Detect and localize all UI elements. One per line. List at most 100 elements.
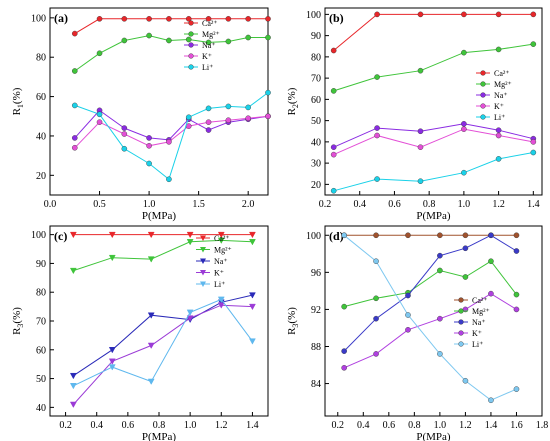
x-tick-label: 0.8: [153, 420, 166, 431]
data-point: [225, 117, 232, 123]
legend-label: Mg²⁺: [494, 80, 512, 89]
data-point: [225, 103, 232, 110]
data-point: [265, 16, 271, 22]
panel-c: 0.2 0.4 0.6 0.8 1.0 1.2 1.4 40 50 60 70 80 90 100 P(MP…: [11, 225, 269, 441]
y-tick-label: 100: [306, 231, 321, 242]
data-point: [249, 303, 256, 311]
data-point: [185, 16, 192, 22]
data-point: [205, 105, 212, 112]
x-axis-label: P(MPa): [142, 431, 177, 441]
data-point: [166, 16, 172, 22]
data-point: [530, 41, 537, 47]
x-tick-label: 1.0: [143, 199, 156, 210]
x-tick-label: 0.4: [353, 199, 366, 210]
data-point: [373, 295, 379, 302]
data-point: [147, 312, 155, 319]
data-point: [405, 327, 411, 333]
data-point: [185, 114, 192, 121]
data-point: [217, 231, 225, 239]
data-point: [217, 237, 225, 244]
x-tick-label: 2.0: [242, 199, 255, 210]
legend-label: Na⁺: [472, 318, 486, 327]
y-tick-label: 80: [36, 53, 46, 64]
data-point: [225, 38, 232, 45]
data-point: [513, 306, 520, 313]
y-tick-label: 88: [311, 342, 321, 353]
data-point: [495, 132, 502, 139]
data-point: [341, 232, 347, 239]
plot-frame: [324, 7, 543, 196]
y-axis-label: R3(%): [286, 307, 300, 335]
legend-marker: [188, 53, 194, 59]
x-tick-label: 0.2: [319, 199, 332, 210]
legend-marker: [200, 258, 206, 264]
data-point: [146, 16, 152, 22]
x-tick-label: 1.4: [485, 420, 498, 431]
panel-a: 0.0 0.5 1.0 1.5 2.0 20 40 60 80 100 P(MPa) R1(%) (a)…: [11, 7, 271, 222]
data-point: [108, 347, 116, 354]
series-line: [343, 293, 517, 369]
data-point: [249, 292, 256, 299]
y-tick-label: 90: [311, 31, 321, 42]
data-point: [374, 125, 380, 131]
data-point: [249, 231, 256, 239]
series-line: [73, 304, 253, 405]
y-tick-label: 40: [36, 131, 46, 142]
x-tick-label: 0.6: [122, 420, 135, 431]
data-point: [71, 144, 78, 151]
x-tick-label: 1.8: [536, 420, 549, 431]
y-tick-label: 70: [311, 74, 321, 85]
data-point: [330, 187, 337, 194]
legend-marker: [458, 330, 464, 336]
plot-frame: [49, 225, 269, 417]
data-point: [147, 378, 155, 385]
data-point: [205, 127, 212, 133]
data-point: [461, 11, 467, 18]
legend-marker: [188, 31, 194, 37]
data-point: [373, 351, 379, 357]
legend-marker: [188, 64, 194, 70]
legend-marker: [200, 247, 206, 253]
data-point: [245, 115, 251, 122]
legend-marker: [200, 270, 206, 276]
y-tick-label: 30: [311, 159, 321, 170]
y-tick-label: 80: [36, 288, 46, 299]
series-line: [73, 294, 253, 377]
legend-marker: [458, 319, 464, 325]
y-tick-label: 70: [36, 317, 46, 328]
x-tick-label: 1.6: [510, 420, 523, 431]
legend-label: Ca²⁺: [494, 69, 510, 78]
data-point: [217, 296, 225, 303]
legend-label: Li⁺: [214, 280, 225, 289]
data-point: [437, 252, 443, 259]
legend-label: Li⁺: [202, 63, 213, 72]
data-point: [265, 89, 271, 96]
data-point: [437, 315, 443, 322]
data-point: [147, 342, 155, 349]
data-point: [205, 39, 212, 46]
data-point: [205, 119, 212, 125]
data-point: [405, 292, 411, 299]
data-point: [461, 126, 467, 132]
data-point: [530, 139, 537, 145]
data-point: [461, 169, 467, 176]
data-point: [330, 47, 337, 54]
data-point: [108, 231, 116, 239]
legend-label: Mg²⁺: [472, 307, 490, 316]
series-line: [333, 43, 534, 92]
x-axis-label: P(MPa): [416, 210, 451, 222]
legend-marker: [188, 42, 194, 48]
data-point: [186, 231, 194, 239]
legend-label: Ca²⁺: [472, 296, 488, 305]
data-point: [146, 142, 152, 149]
data-point: [437, 351, 443, 357]
x-tick-label: 1.4: [527, 199, 540, 210]
data-point: [462, 377, 469, 384]
data-point: [437, 267, 443, 274]
data-point: [488, 290, 494, 297]
data-point: [146, 160, 152, 167]
data-point: [71, 102, 78, 109]
data-point: [437, 232, 443, 239]
data-point: [341, 348, 347, 354]
legend-marker: [188, 20, 194, 26]
